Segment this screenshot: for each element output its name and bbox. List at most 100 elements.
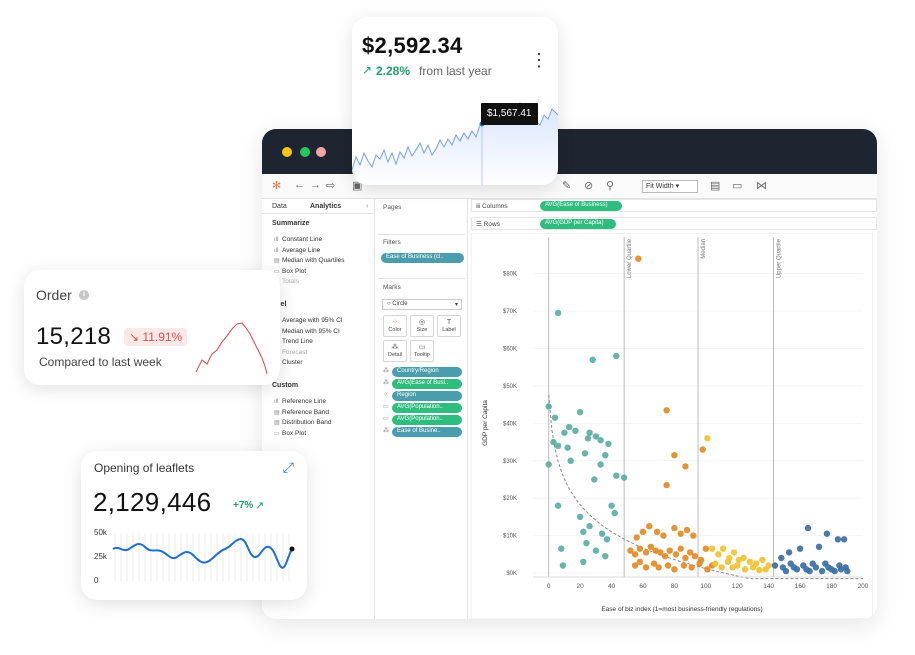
mark-pill[interactable]: AVG(Population.. [392, 415, 462, 425]
data-point[interactable] [663, 481, 670, 489]
data-point[interactable] [611, 509, 618, 517]
data-point[interactable] [602, 452, 609, 459]
data-point[interactable] [734, 562, 741, 569]
redo-icon[interactable]: → [310, 179, 321, 191]
data-point[interactable] [608, 502, 615, 509]
data-point[interactable] [554, 502, 562, 509]
analytics-item[interactable]: Cluster [282, 359, 303, 366]
mark-pill[interactable]: AVG(Ease of Busi.. [392, 379, 462, 389]
data-point[interactable] [631, 562, 639, 569]
data-point[interactable] [586, 429, 593, 436]
analytics-item[interactable]: ıll Reference Line [274, 398, 327, 405]
data-point[interactable] [639, 528, 647, 535]
mark-pill[interactable]: Country/Region [392, 367, 462, 377]
data-point[interactable] [567, 457, 574, 464]
data-point[interactable] [704, 566, 711, 573]
data-point[interactable] [605, 440, 612, 448]
data-point[interactable] [842, 564, 849, 571]
data-point[interactable] [782, 567, 790, 575]
data-point[interactable] [613, 472, 620, 479]
data-point[interactable] [663, 407, 670, 414]
data-point[interactable] [602, 553, 609, 560]
data-point[interactable] [671, 452, 678, 459]
view-cards-icon[interactable]: ▤ [710, 180, 721, 192]
data-point[interactable] [635, 255, 642, 262]
data-point[interactable] [809, 560, 816, 567]
data-point[interactable] [642, 549, 650, 556]
filter-pill[interactable]: Ease of Business (cl.. [381, 253, 464, 263]
data-point[interactable] [683, 526, 691, 534]
data-point[interactable] [666, 547, 673, 554]
data-point[interactable] [586, 523, 593, 530]
data-point[interactable] [576, 408, 584, 416]
data-point[interactable] [699, 446, 706, 453]
data-point[interactable] [584, 435, 592, 442]
analytics-item[interactable]: ▭ Box Plot [274, 430, 307, 437]
data-point[interactable] [580, 528, 587, 535]
expand-icon[interactable]: ⤢ [282, 459, 294, 475]
columns-pill[interactable]: AVG(Ease of Business) [540, 201, 622, 211]
data-point[interactable] [580, 558, 587, 565]
window-dot-yellow[interactable] [282, 147, 292, 157]
data-point[interactable] [688, 564, 695, 571]
analytics-item[interactable]: ▭ Box Plot [274, 268, 307, 275]
data-point[interactable] [690, 532, 697, 539]
data-point[interactable] [712, 560, 719, 567]
undo-icon[interactable]: ← [294, 179, 305, 191]
columns-shelf[interactable]: ⅲ Columns AVG(Ease of Business) [471, 199, 877, 212]
tab-analytics[interactable]: Analytics [310, 203, 342, 210]
data-point[interactable] [746, 558, 754, 565]
window-dot-green[interactable] [300, 147, 310, 157]
data-point[interactable] [680, 562, 688, 569]
data-point[interactable] [724, 558, 732, 565]
data-point[interactable] [836, 562, 843, 569]
replay-icon[interactable]: ⇨ [326, 180, 336, 192]
size-button[interactable]: ◎ Size [410, 315, 434, 337]
data-point[interactable] [771, 562, 779, 569]
data-point[interactable] [749, 564, 757, 571]
data-point[interactable] [627, 547, 634, 554]
analytics-item[interactable]: ▤ Median with Quartiles [274, 257, 345, 264]
data-point[interactable] [822, 560, 829, 567]
data-point[interactable] [558, 545, 565, 552]
data-point[interactable] [828, 566, 835, 573]
mark-pill[interactable]: AVG(Population.. [392, 403, 462, 413]
data-point[interactable] [790, 564, 798, 571]
analytics-item[interactable]: Median with 95% CI [282, 328, 340, 335]
data-point[interactable] [655, 564, 662, 571]
data-point[interactable] [647, 543, 655, 550]
data-point[interactable] [834, 536, 842, 543]
data-point[interactable] [545, 461, 552, 468]
data-point[interactable] [650, 560, 658, 567]
rows-pill[interactable]: AVG(GDP per Capita) [540, 219, 616, 229]
data-point[interactable] [702, 545, 710, 552]
data-point[interactable] [840, 536, 848, 543]
data-point[interactable] [636, 558, 644, 565]
data-point[interactable] [682, 463, 689, 470]
data-point[interactable] [815, 543, 823, 550]
analytics-item[interactable]: ▤ Distribution Band [274, 419, 332, 426]
data-point[interactable] [664, 562, 672, 569]
data-point[interactable] [686, 549, 694, 556]
analytics-item[interactable]: ıll Constant Line [274, 236, 323, 243]
data-point[interactable] [603, 536, 611, 543]
data-point[interactable] [741, 566, 749, 573]
data-point[interactable] [796, 545, 804, 552]
data-point[interactable] [591, 476, 598, 483]
data-point[interactable] [823, 530, 831, 537]
data-point[interactable] [778, 554, 785, 562]
data-points[interactable] [545, 255, 851, 575]
data-point[interactable] [598, 530, 606, 537]
share-icon[interactable]: ⋈ [756, 180, 767, 192]
data-point[interactable] [660, 532, 667, 539]
analytics-item[interactable]: Average with 95% CI [282, 317, 343, 324]
data-point[interactable] [646, 523, 653, 530]
data-point[interactable] [554, 442, 562, 449]
mark-pill[interactable]: Ease of Busine.. [392, 427, 462, 437]
data-point[interactable] [691, 553, 699, 560]
data-point[interactable] [677, 530, 684, 537]
rows-shelf[interactable]: ☰ Rows AVG(GDP per Capita) [471, 217, 877, 230]
data-point[interactable] [677, 545, 684, 552]
tab-data[interactable]: Data [272, 203, 287, 210]
data-point[interactable] [581, 450, 589, 457]
